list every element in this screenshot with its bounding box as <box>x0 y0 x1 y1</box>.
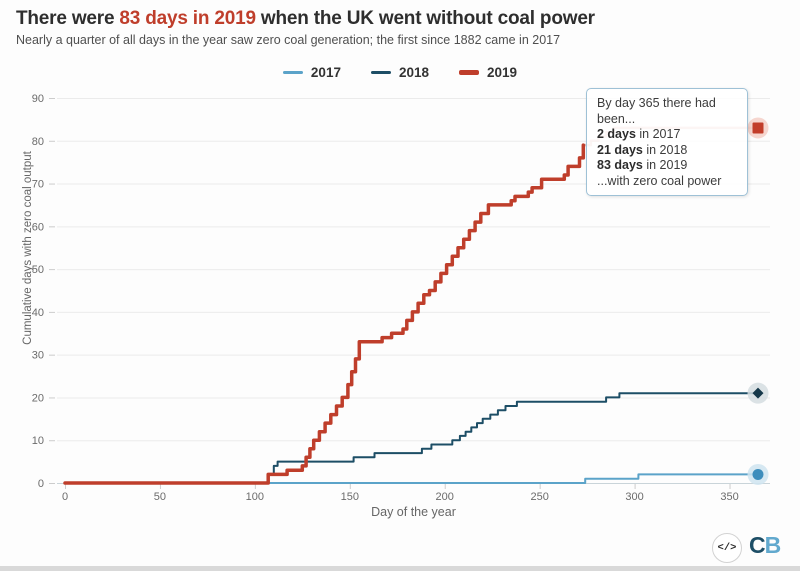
x-tick-label: 50 <box>154 491 166 503</box>
x-tick-label: 150 <box>341 491 359 503</box>
carbon-brief-logo[interactable]: CB <box>749 532 782 559</box>
y-tick-label: 10 <box>32 435 44 447</box>
x-tick-label: 100 <box>246 491 264 503</box>
y-tick-label: 20 <box>32 392 44 404</box>
y-tick-label: 90 <box>32 93 44 105</box>
title-prefix: There were <box>16 8 120 29</box>
tooltip-rest-2019: in 2019 <box>642 158 688 172</box>
legend-item-2019[interactable]: 2019 <box>459 65 517 80</box>
legend-item-2018[interactable]: 2018 <box>370 64 430 80</box>
tooltip-outro: ...with zero coal power <box>597 173 722 188</box>
series-line-2017 <box>64 473 759 484</box>
legend-item-2017[interactable]: 2017 <box>282 64 341 80</box>
tooltip-row-2017: 2 days in 2017 <box>597 127 737 143</box>
legend: 2017 2018 2019 <box>0 63 800 81</box>
y-tick-label: 80 <box>32 136 44 148</box>
x-tick-label: 350 <box>720 491 738 503</box>
x-tick-label: 200 <box>436 491 454 503</box>
tooltip-value-2017: 2 days <box>597 127 636 141</box>
x-tick-label: 0 <box>62 491 68 503</box>
tooltip-row-2018: 21 days in 2018 <box>597 143 737 159</box>
tooltip: By day 365 there had been... 2 days in 2… <box>586 88 748 196</box>
x-tick-label: 300 <box>625 491 643 503</box>
y-tick-label: 0 <box>38 478 44 490</box>
legend-label-2017: 2017 <box>310 64 341 80</box>
tooltip-rest-2018: in 2018 <box>642 142 688 157</box>
page-title: There were 83 days in 2019 when the UK w… <box>16 8 595 30</box>
y-tick-label: 40 <box>32 307 44 319</box>
x-axis-title: Day of the year <box>371 505 456 519</box>
tooltip-row-2019: 83 days in 2019 <box>597 158 737 174</box>
embed-code-button[interactable]: </> <box>712 533 742 563</box>
legend-swatch-2019-icon <box>459 69 480 75</box>
y-tick-label: 60 <box>32 221 44 233</box>
y-axis-title: Cumulative days with zero coal output <box>22 151 34 345</box>
y-tick-label: 30 <box>32 350 44 362</box>
series-line-2019 <box>63 143 586 485</box>
code-icon: </> <box>717 542 737 554</box>
tooltip-value-2018: 21 days <box>597 142 643 157</box>
end-marker-2019[interactable] <box>752 122 764 134</box>
title-highlight: 83 days in 2019 <box>119 8 256 29</box>
logo-letter-c: C <box>749 532 766 558</box>
tooltip-intro: By day 365 there had been... <box>597 96 716 126</box>
end-marker-2017[interactable] <box>752 468 764 480</box>
y-tick-label: 70 <box>32 179 44 191</box>
logo-letter-b: B <box>764 532 782 558</box>
y-tick-label: 50 <box>32 264 44 276</box>
legend-label-2019: 2019 <box>487 64 518 80</box>
x-tick-label: 250 <box>530 491 548 503</box>
window-edge <box>0 566 800 571</box>
legend-label-2018: 2018 <box>398 64 430 80</box>
tooltip-rest-2017: in 2017 <box>635 127 681 141</box>
legend-swatch-2017-icon <box>282 70 303 74</box>
end-marker-2018[interactable] <box>752 387 764 399</box>
tooltip-value-2019: 83 days <box>597 158 643 172</box>
chart-subtitle: Nearly a quarter of all days in the year… <box>16 33 561 47</box>
legend-swatch-2018-icon <box>370 70 391 74</box>
title-suffix: when the UK went without coal power <box>255 8 595 29</box>
series-line-2018 <box>64 392 759 484</box>
